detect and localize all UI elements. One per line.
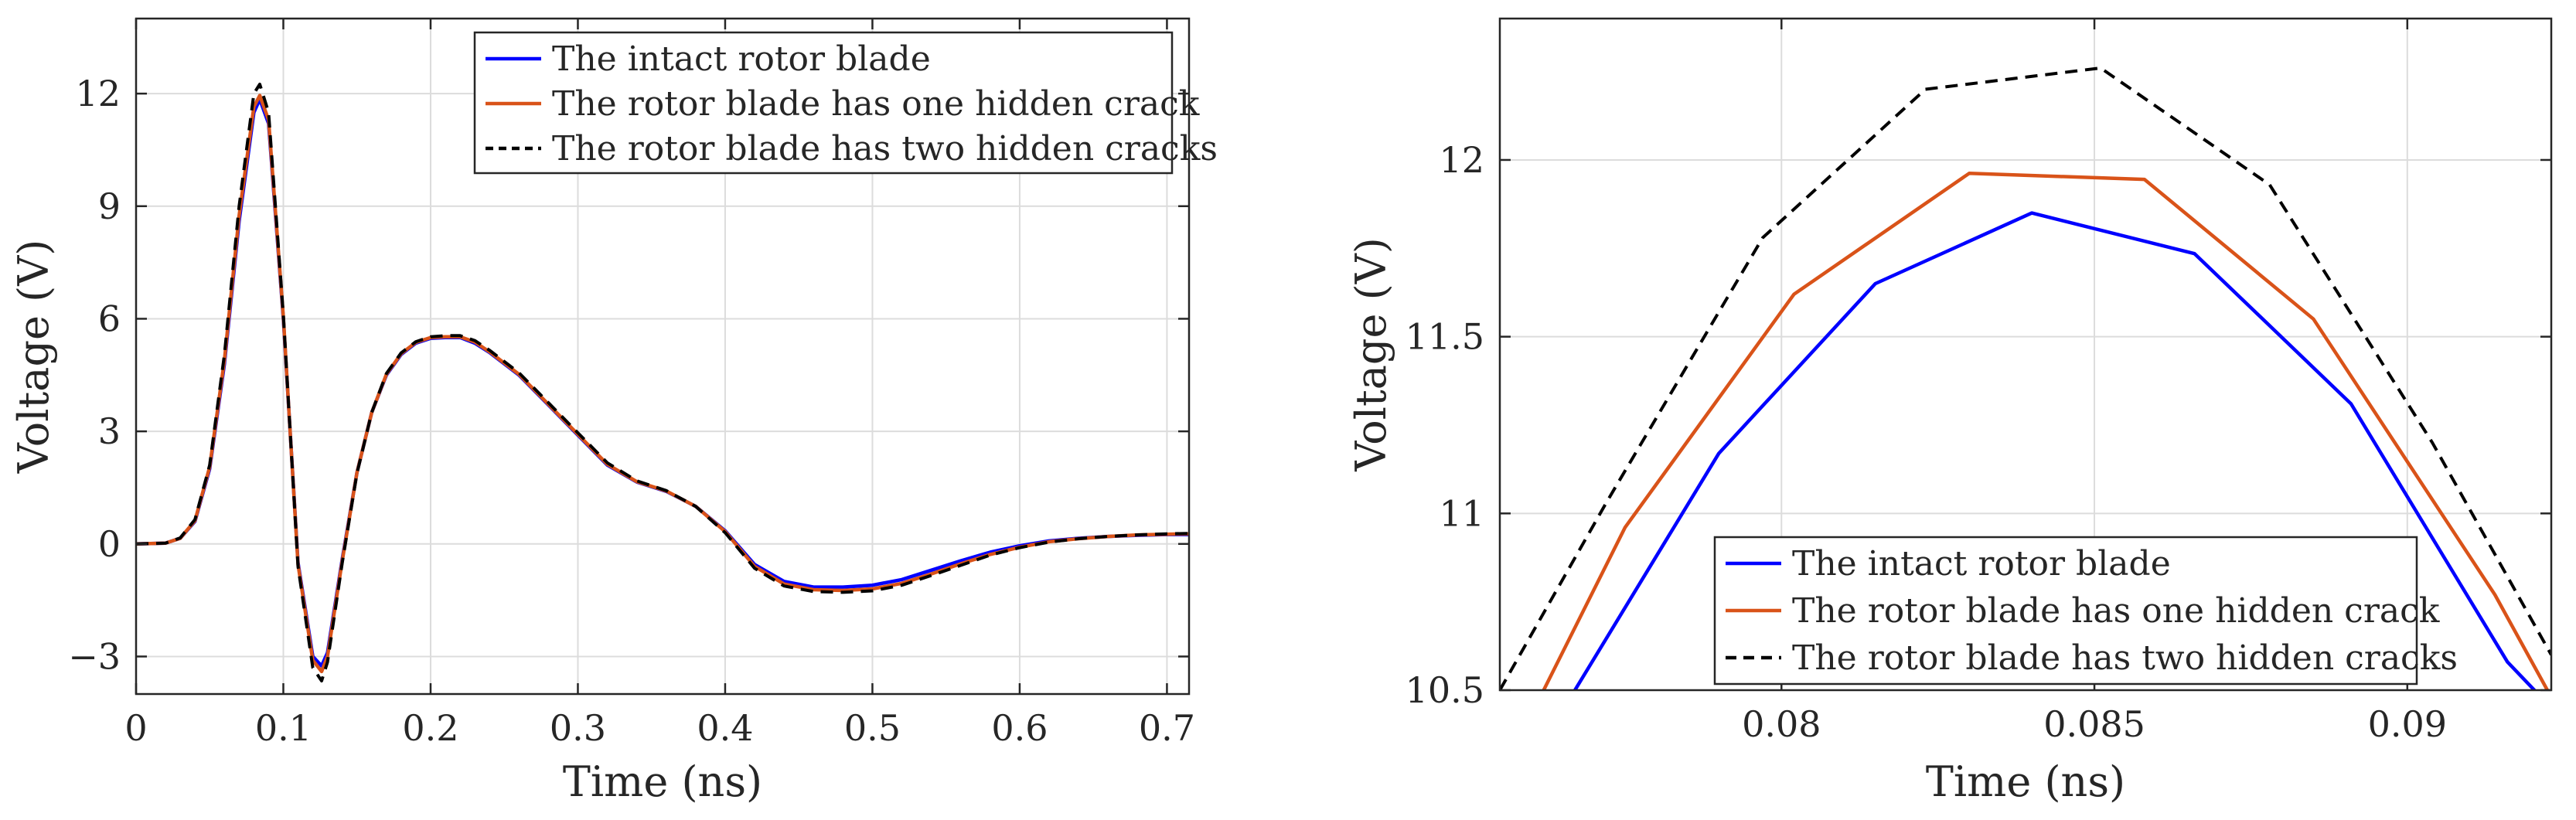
y-tick-label: 10.5	[1406, 669, 1484, 711]
x-tick-label: 0.08	[1742, 703, 1821, 745]
x-axis-label: Time (ns)	[1926, 757, 2125, 806]
y-tick-label: −3	[68, 635, 121, 677]
series-line-the-rotor-blade-has-one-hidden-crack	[1542, 172, 2550, 690]
x-tick-label: 0.2	[402, 707, 458, 749]
x-tick-label: 0	[124, 707, 147, 749]
y-tick-label: 0	[98, 523, 121, 565]
x-tick-label: 0.09	[2368, 703, 2447, 745]
legend-label-intact: The intact rotor blade	[552, 39, 931, 79]
series-line-the-intact-rotor-blade	[136, 97, 1189, 668]
x-tick-label: 0.5	[844, 707, 901, 749]
legend-box	[473, 31, 1174, 175]
series-line-the-rotor-blade-has-two-hidden-cracks	[1500, 66, 2551, 690]
y-tick-label: 11.5	[1406, 316, 1484, 358]
legend-label-two-cracks: The rotor blade has two hidden cracks	[1792, 638, 2458, 678]
series-group	[1500, 66, 2551, 690]
plot-area-frame	[135, 17, 1191, 696]
legend-label-one-crack: The rotor blade has one hidden crack	[552, 84, 1200, 124]
x-tick-label: 0.3	[550, 707, 606, 749]
y-tick-label: 9	[98, 185, 121, 227]
legend-label-intact: The intact rotor blade	[1792, 544, 2171, 584]
x-tick-label: 0.6	[991, 707, 1048, 749]
legend: The intact rotor blade The rotor blade h…	[1713, 536, 2458, 686]
series-line-the-intact-rotor-blade	[1573, 211, 2537, 690]
series-group	[136, 83, 1189, 682]
y-axis-label: Voltage (V)	[9, 240, 58, 475]
legend-box	[1713, 536, 2418, 686]
y-tick-label: 12	[1439, 139, 1484, 181]
y-axis-label: Voltage (V)	[1347, 237, 1395, 472]
x-axis-label: Time (ns)	[563, 757, 762, 806]
y-tick-label: 3	[98, 410, 121, 452]
legend: The intact rotor blade The rotor blade h…	[473, 31, 1218, 175]
legend-label-one-crack: The rotor blade has one hidden crack	[1792, 591, 2440, 631]
y-tick-label: 11	[1439, 492, 1484, 534]
series-line-the-rotor-blade-has-one-hidden-crack	[136, 94, 1189, 674]
x-tick-label: 0.085	[2043, 703, 2145, 745]
x-tick-label: 0.1	[255, 707, 312, 749]
legend-label-two-cracks: The rotor blade has two hidden cracks	[552, 129, 1218, 168]
tick-group: 0.08 0.085 0.09 10.5 11 11.5 12	[1406, 19, 2551, 745]
x-tick-label: 0.4	[697, 707, 753, 749]
plot-area-frame	[1498, 17, 2553, 692]
y-tick-label: 6	[98, 298, 121, 339]
y-tick-label: 12	[75, 73, 121, 114]
x-tick-label: 0.7	[1139, 707, 1195, 749]
chart-peak-zoom: 0.08 0.085 0.09 10.5 11 11.5 12 Time (ns) Volt…	[1347, 17, 2553, 806]
